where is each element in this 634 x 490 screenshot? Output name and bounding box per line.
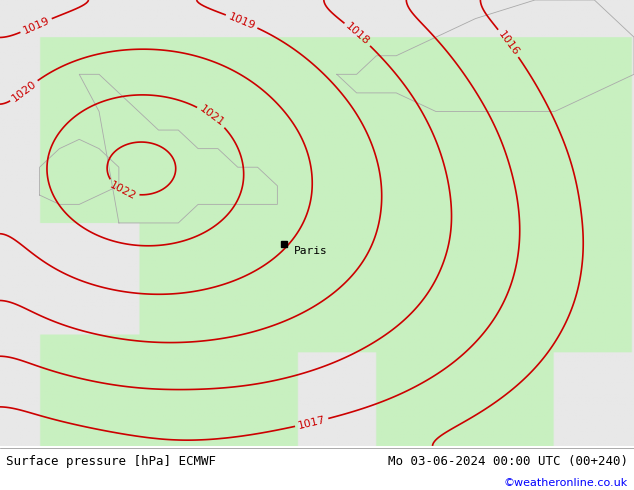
Text: 1019: 1019 xyxy=(227,11,257,31)
Text: Surface pressure [hPa] ECMWF: Surface pressure [hPa] ECMWF xyxy=(6,455,216,468)
Text: 1018: 1018 xyxy=(344,21,372,48)
Text: 1016: 1016 xyxy=(496,29,521,57)
Text: ©weatheronline.co.uk: ©weatheronline.co.uk xyxy=(503,478,628,489)
Text: Mo 03-06-2024 00:00 UTC (00+240): Mo 03-06-2024 00:00 UTC (00+240) xyxy=(387,455,628,468)
Text: 1017: 1017 xyxy=(297,415,327,431)
Text: Paris: Paris xyxy=(294,245,328,256)
Text: 1020: 1020 xyxy=(10,78,38,103)
Text: 1022: 1022 xyxy=(108,179,138,201)
Text: 1019: 1019 xyxy=(21,15,51,36)
Text: 1021: 1021 xyxy=(197,104,226,129)
